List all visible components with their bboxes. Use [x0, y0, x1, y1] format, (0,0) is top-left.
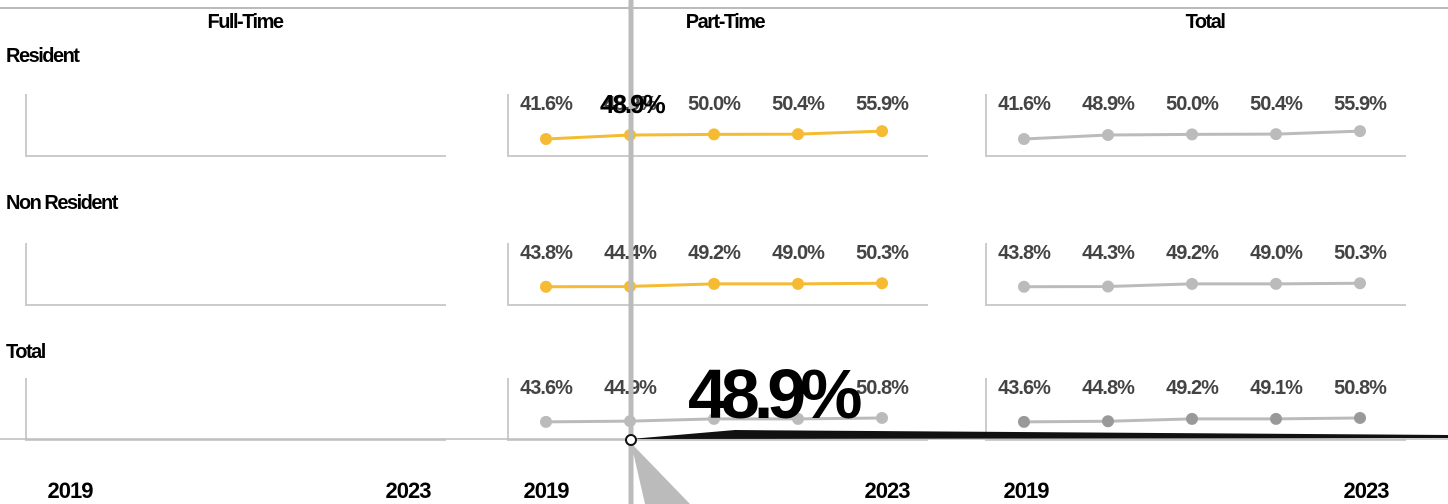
data-label-non-resident-total-2021: 49.2% — [1166, 242, 1219, 264]
row-header-resident: Resident — [6, 45, 80, 67]
data-label-total-total-2020: 44.8% — [1082, 377, 1135, 399]
data-point-non-resident-part-time-2019[interactable] — [540, 280, 552, 293]
data-label-non-resident-total-2020: 44.3% — [1082, 242, 1135, 264]
data-point-non-resident-total-2022[interactable] — [1270, 277, 1282, 290]
panel-axis-total-total — [985, 378, 1406, 441]
panel-axis-non-resident-part-time — [507, 243, 928, 306]
panel-axis-non-resident-total — [985, 243, 1406, 306]
data-point-non-resident-part-time-2022[interactable] — [792, 277, 804, 290]
hover-pointer-wedge — [631, 443, 690, 504]
data-label-total-total-2022: 49.1% — [1250, 377, 1303, 399]
data-point-total-total-2019[interactable] — [1018, 415, 1030, 428]
data-label-resident-total-2021: 50.0% — [1166, 93, 1219, 115]
data-point-resident-part-time-2019[interactable] — [540, 133, 552, 145]
data-point-total-part-time-2019[interactable] — [540, 415, 552, 428]
data-label-total-part-time-2019: 43.6% — [520, 377, 573, 399]
data-label-non-resident-total-2019: 43.8% — [998, 242, 1051, 264]
column-header-full-time: Full-Time — [207, 11, 283, 33]
hover-tooltip-flag — [631, 430, 1448, 439]
x-tick-end-col3: 2023 — [1344, 478, 1390, 503]
data-label-resident-part-time-2023: 55.9% — [856, 93, 909, 115]
column-header-part-time: Part-Time — [686, 11, 766, 33]
data-point-total-total-2021[interactable] — [1186, 412, 1198, 425]
data-label-non-resident-part-time-2023: 50.3% — [856, 242, 909, 264]
panel-axis-non-resident-full-time — [25, 243, 446, 306]
hover-marker — [625, 434, 637, 446]
data-label-total-total-2021: 49.2% — [1166, 377, 1219, 399]
panel-axis-total-full-time — [25, 378, 446, 441]
panel-frames — [25, 94, 1406, 441]
data-point-non-resident-part-time-2021[interactable] — [708, 277, 720, 290]
data-point-non-resident-total-2023[interactable] — [1354, 277, 1366, 290]
data-label-resident-part-time-2022: 50.4% — [772, 93, 825, 115]
x-tick-end-col1: 2023 — [386, 478, 432, 503]
x-tick-start-col1: 2019 — [48, 478, 94, 503]
data-point-resident-total-2022[interactable] — [1270, 128, 1282, 141]
data-label-resident-part-time-2021: 50.0% — [688, 93, 741, 115]
data-label-resident-total-2023: 55.9% — [1334, 93, 1387, 115]
data-label-total-part-time-2023: 50.8% — [856, 377, 909, 399]
row-header-total: Total — [6, 341, 46, 363]
data-point-resident-total-2023[interactable] — [1354, 125, 1366, 138]
panel-axis-resident-full-time — [25, 94, 446, 157]
panel-axis-total-part-time — [507, 378, 928, 441]
data-point-total-part-time-2023[interactable] — [876, 411, 888, 424]
column-header-total: Total — [1186, 11, 1226, 33]
data-point-total-part-time-2022[interactable] — [792, 412, 804, 425]
data-label-resident-part-time-2019: 41.6% — [520, 93, 573, 115]
data-point-non-resident-part-time-2023[interactable] — [876, 277, 888, 290]
panel-axis-resident-total — [985, 94, 1406, 157]
row-header-non-resident: Non Resident — [6, 192, 119, 214]
data-point-total-total-2023[interactable] — [1354, 411, 1366, 424]
data-label-total-total-2019: 43.6% — [998, 377, 1051, 399]
data-point-resident-part-time-2023[interactable] — [876, 125, 888, 138]
data-point-resident-total-2021[interactable] — [1186, 128, 1198, 141]
tooltip-total-value: 48.9% — [688, 355, 861, 433]
data-point-resident-total-2019[interactable] — [1018, 133, 1030, 145]
data-point-non-resident-total-2019[interactable] — [1018, 280, 1030, 293]
data-label-resident-total-2019: 41.6% — [998, 93, 1051, 115]
x-tick-start-col3: 2019 — [1004, 478, 1050, 503]
panel-axis-resident-part-time — [507, 94, 928, 157]
data-label-non-resident-part-time-2019: 43.8% — [520, 242, 573, 264]
data-label-resident-total-2020: 48.9% — [1082, 93, 1135, 115]
data-label-non-resident-total-2023: 50.3% — [1334, 242, 1387, 264]
data-label-non-resident-part-time-2022: 49.0% — [772, 242, 825, 264]
data-point-resident-part-time-2021[interactable] — [708, 128, 720, 141]
data-point-non-resident-total-2021[interactable] — [1186, 277, 1198, 290]
x-tick-start-col2: 2019 — [524, 478, 570, 503]
data-point-resident-part-time-2022[interactable] — [792, 128, 804, 141]
data-label-resident-total-2022: 50.4% — [1250, 93, 1303, 115]
data-point-non-resident-total-2020[interactable] — [1102, 280, 1114, 293]
data-point-resident-total-2020[interactable] — [1102, 128, 1114, 141]
data-point-total-part-time-2021[interactable] — [708, 412, 720, 425]
data-label-non-resident-total-2022: 49.0% — [1250, 242, 1303, 264]
series-layer: 41.6%48.9%50.0%50.4%55.9%41.6%48.9%50.0%… — [520, 93, 1388, 428]
data-label-non-resident-part-time-2021: 49.2% — [688, 242, 741, 264]
x-tick-end-col2: 2023 — [865, 478, 911, 503]
data-point-total-total-2022[interactable] — [1270, 412, 1282, 425]
data-label-total-total-2023: 50.8% — [1334, 377, 1387, 399]
tooltip-resident-value: 48.9% — [600, 89, 666, 119]
data-point-total-total-2020[interactable] — [1102, 415, 1114, 428]
